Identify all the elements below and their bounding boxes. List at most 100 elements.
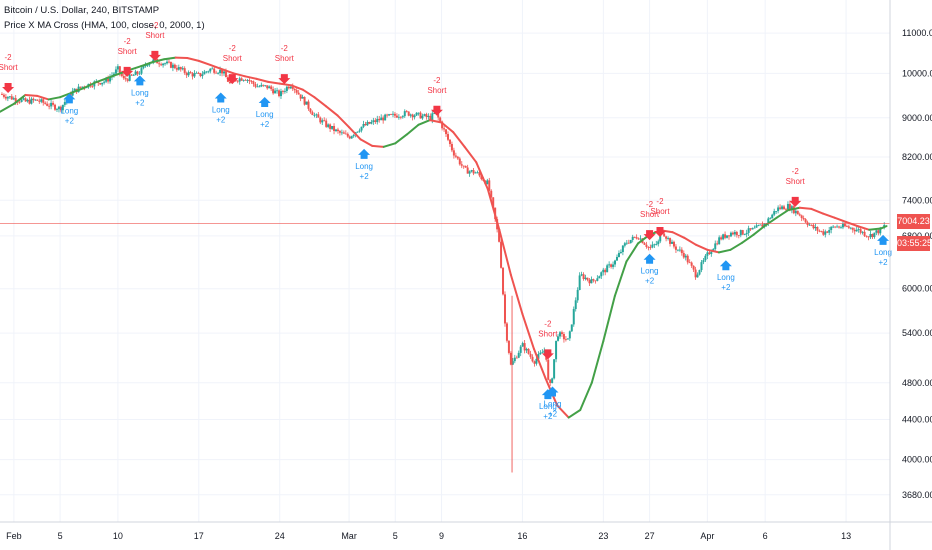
candle-body xyxy=(329,124,332,129)
short-qty: -2 xyxy=(646,200,654,209)
candle-body xyxy=(278,90,281,97)
candle-body xyxy=(649,247,652,248)
candle-body xyxy=(612,264,615,267)
time-tick-label: Apr xyxy=(700,531,714,541)
hma-segment xyxy=(278,82,293,87)
candle-body xyxy=(867,236,870,238)
hma-segment xyxy=(267,80,281,85)
candle-body xyxy=(600,272,603,277)
candle-body xyxy=(500,241,503,268)
candle-body xyxy=(655,244,658,245)
long-label: Long xyxy=(539,402,557,411)
candle-body xyxy=(841,223,844,228)
short-label: Short xyxy=(145,31,165,40)
candle-body xyxy=(608,264,611,266)
candle-body xyxy=(405,111,408,112)
candle-body xyxy=(101,82,104,85)
candle-body xyxy=(578,275,581,290)
candle-body xyxy=(293,88,296,91)
hma-segment xyxy=(556,404,570,419)
hma-segment xyxy=(509,273,524,316)
candle-body xyxy=(753,227,756,229)
candle-body xyxy=(755,225,758,228)
candle-body xyxy=(107,78,110,82)
candle-body xyxy=(30,98,33,104)
hma-segment xyxy=(798,206,813,210)
candle-body xyxy=(486,180,489,185)
candle-body xyxy=(105,78,108,82)
short-qty: -2 xyxy=(792,167,800,176)
candle-body xyxy=(179,67,182,70)
candle-body xyxy=(464,166,467,168)
candle-body xyxy=(804,219,807,223)
candle-body xyxy=(818,230,821,232)
candle-body xyxy=(692,265,695,270)
candle-body xyxy=(698,270,701,275)
long-signal: Long+2 xyxy=(717,260,735,292)
hma-segment xyxy=(348,126,362,141)
candle-body xyxy=(503,294,506,324)
candle-body xyxy=(258,86,261,88)
indicator-title[interactable]: Price X MA Cross (HMA, 100, close, 0, 20… xyxy=(4,20,205,31)
candle-body xyxy=(505,323,508,341)
candle-body xyxy=(57,106,60,110)
candle-body xyxy=(820,230,823,232)
candle-body xyxy=(246,79,249,81)
hma-segment xyxy=(475,161,489,191)
candle-body xyxy=(525,348,528,351)
hma-segment xyxy=(209,63,223,71)
candle-body xyxy=(690,262,693,266)
candle-body xyxy=(325,120,328,127)
candle-body xyxy=(223,71,226,74)
candle-body xyxy=(63,102,66,105)
candle-body xyxy=(362,124,365,127)
time-axis[interactable]: Feb 5 10 17 24 Mar 5 9 16 23 27 Apr 6 13 xyxy=(0,521,932,541)
candle-body xyxy=(382,117,385,121)
hma-segment xyxy=(729,241,744,251)
candle-body xyxy=(256,86,259,88)
price-bars xyxy=(0,57,886,473)
symbol-title[interactable]: Bitcoin / U.S. Dollar, 240, BITSTAMP xyxy=(4,5,160,16)
candle-body xyxy=(851,227,854,230)
hma-segment xyxy=(868,227,882,231)
candle-body xyxy=(397,116,400,118)
candle-body xyxy=(737,235,740,236)
candle-body xyxy=(415,112,418,116)
time-tick-label: 16 xyxy=(517,531,527,541)
price-tick-label: 6800.00 xyxy=(902,231,932,241)
candle-body xyxy=(20,99,23,102)
candle-body xyxy=(832,226,835,228)
long-arrow-icon xyxy=(214,92,227,103)
long-label: Long xyxy=(131,88,149,97)
candle-body xyxy=(865,235,868,237)
candle-body xyxy=(54,104,57,110)
candle-body xyxy=(533,361,536,364)
candle-body xyxy=(784,209,787,211)
candle-body xyxy=(617,253,620,257)
candle-body xyxy=(843,223,846,227)
candle-body xyxy=(441,121,444,129)
candle-body xyxy=(596,278,599,281)
candle-body xyxy=(517,352,520,358)
candle-body xyxy=(409,114,412,116)
long-label: Long xyxy=(717,273,735,282)
last-price-tag: 7004.23 xyxy=(897,214,930,229)
candle-body xyxy=(672,241,675,247)
hma-segment xyxy=(567,408,582,419)
candle-body xyxy=(126,79,129,81)
candle-body xyxy=(790,206,793,211)
hma-segment xyxy=(59,91,73,99)
candle-body xyxy=(450,144,453,151)
short-signal: Short-2 xyxy=(275,44,295,85)
candle-body xyxy=(42,99,45,103)
candle-body xyxy=(272,89,275,94)
candle-body xyxy=(722,234,725,240)
long-arrow-icon xyxy=(643,253,656,264)
price-axis[interactable]: 3680.00 4000.00 4400.00 4800.00 5400.00 6000.… xyxy=(889,0,932,550)
hma-segment xyxy=(301,88,316,99)
candle-body xyxy=(659,233,662,242)
candle-body xyxy=(431,113,434,120)
candle-body xyxy=(285,86,288,91)
long-qty: +2 xyxy=(216,116,226,125)
